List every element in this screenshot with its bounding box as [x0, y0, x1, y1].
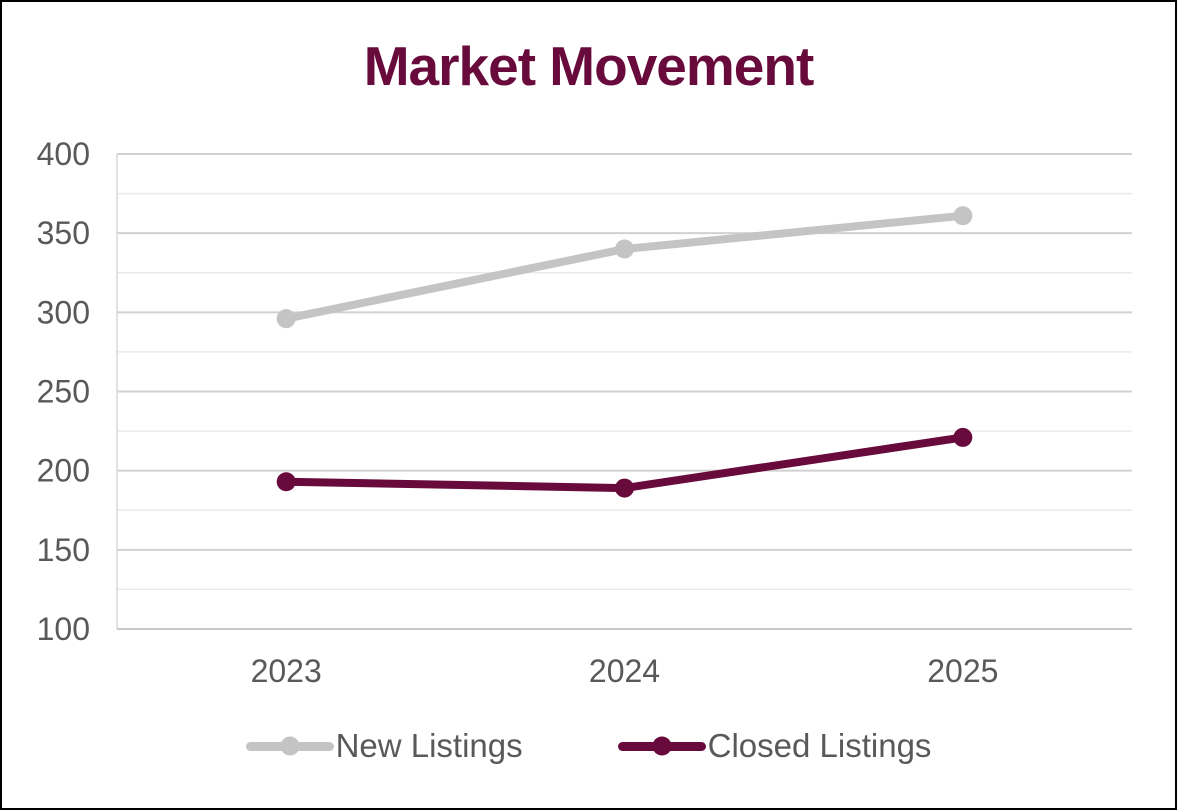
legend-label-new-listings: New Listings — [335, 727, 523, 764]
data-point-new-listings-2023 — [276, 309, 296, 329]
data-point-new-listings-2025 — [953, 206, 973, 226]
legend: New Listings Closed Listings — [2, 720, 1175, 772]
legend-dot-closed-listings-icon — [652, 736, 672, 756]
data-point-new-listings-2024 — [615, 239, 634, 259]
y-axis-tick-label: 100 — [37, 611, 90, 647]
data-point-closed-listings-2024 — [615, 478, 634, 498]
x-axis-tick-label: 2025 — [927, 653, 998, 689]
legend-item-new-listings: New Listings — [245, 727, 523, 765]
x-axis-tick-label: 2023 — [251, 653, 322, 689]
legend-line-marker-closed-listings-icon — [617, 736, 706, 756]
legend-item-closed-listings: Closed Listings — [617, 727, 932, 765]
y-axis-tick-label: 300 — [37, 294, 90, 330]
legend-label-closed-listings: Closed Listings — [707, 727, 932, 764]
legend-line-marker-new-listings-icon — [245, 736, 334, 756]
y-axis-tick-label: 150 — [37, 532, 90, 568]
x-axis-tick-label: 2024 — [589, 653, 660, 689]
y-axis-tick-label: 400 — [37, 136, 90, 172]
series-line-new-listings — [282, 211, 967, 323]
y-axis-tick-label: 350 — [37, 215, 90, 251]
y-axis-tick-label: 200 — [37, 453, 90, 489]
data-point-closed-listings-2023 — [276, 472, 296, 492]
chart-title: Market Movement — [363, 35, 815, 97]
data-point-closed-listings-2025 — [953, 427, 973, 447]
y-axis-tick-label: 250 — [37, 374, 90, 410]
legend-dot-new-listings-icon — [280, 736, 300, 756]
